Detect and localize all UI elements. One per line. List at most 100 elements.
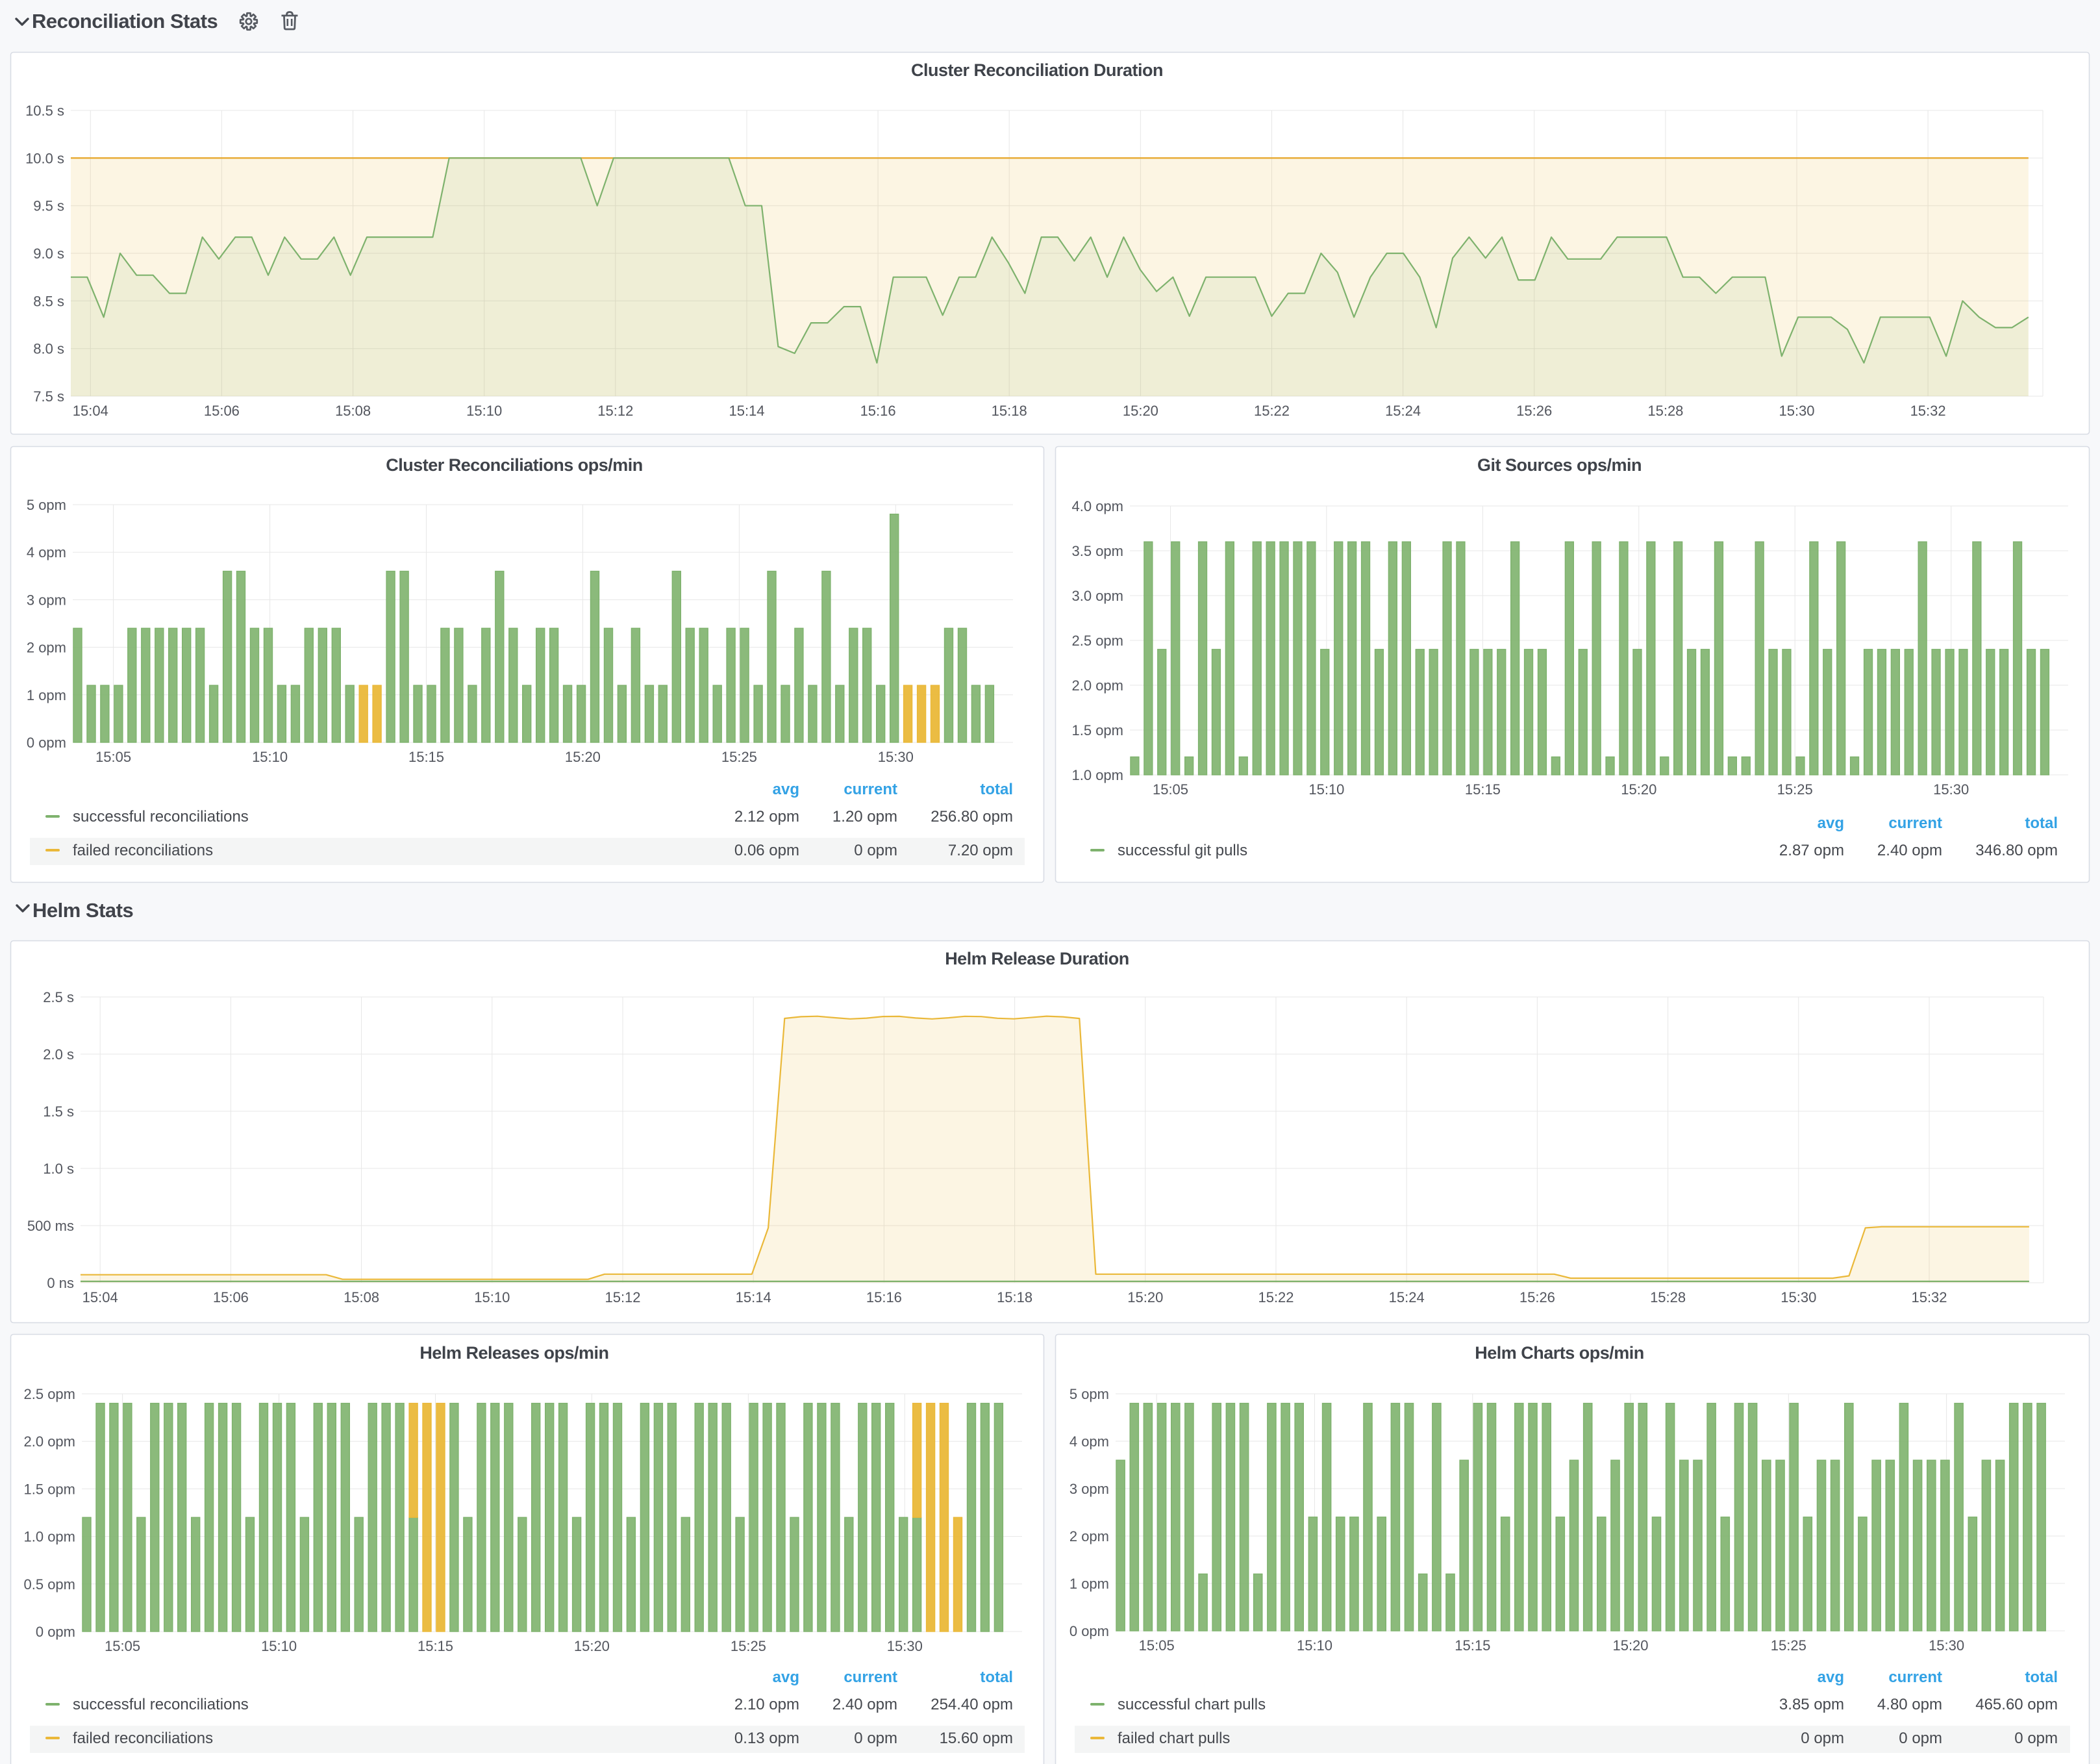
svg-text:5 opm: 5 opm: [1069, 1386, 1109, 1402]
svg-text:2.40 opm: 2.40 opm: [1877, 842, 1942, 859]
svg-text:10.5 s: 10.5 s: [25, 103, 64, 119]
svg-text:15:04: 15:04: [82, 1289, 118, 1305]
svg-text:15:20: 15:20: [1612, 1637, 1648, 1654]
svg-text:15:12: 15:12: [605, 1289, 640, 1305]
svg-text:4.80 opm: 4.80 opm: [1877, 1696, 1942, 1713]
svg-text:15:10: 15:10: [474, 1289, 510, 1305]
svg-text:15:04: 15:04: [73, 403, 108, 419]
svg-text:2.40 opm: 2.40 opm: [832, 1696, 897, 1713]
svg-text:Helm Stats: Helm Stats: [32, 899, 133, 922]
svg-text:15:12: 15:12: [597, 403, 633, 419]
svg-text:2.5 s: 2.5 s: [43, 989, 74, 1005]
svg-text:15:10: 15:10: [466, 403, 502, 419]
svg-text:0.5 opm: 0.5 opm: [24, 1576, 76, 1593]
svg-text:1.0 opm: 1.0 opm: [1072, 767, 1124, 783]
svg-text:1 opm: 1 opm: [27, 687, 66, 703]
svg-text:avg: avg: [773, 781, 799, 798]
svg-text:15:14: 15:14: [729, 403, 764, 419]
svg-text:15:08: 15:08: [335, 403, 371, 419]
svg-text:15:32: 15:32: [1911, 1289, 1947, 1305]
svg-text:0 opm: 0 opm: [2014, 1730, 2058, 1747]
svg-text:avg: avg: [1818, 814, 1844, 832]
svg-text:Git Sources ops/min: Git Sources ops/min: [1477, 455, 1642, 475]
svg-text:3 opm: 3 opm: [27, 592, 66, 608]
svg-text:15:16: 15:16: [860, 403, 896, 419]
svg-text:10.0 s: 10.0 s: [25, 150, 64, 166]
svg-text:5 opm: 5 opm: [27, 497, 66, 513]
svg-text:total: total: [980, 1669, 1013, 1686]
svg-text:0 opm: 0 opm: [1801, 1730, 1844, 1747]
svg-text:total: total: [980, 781, 1013, 798]
svg-text:0 opm: 0 opm: [1899, 1730, 1942, 1747]
svg-text:500 ms: 500 ms: [27, 1218, 74, 1234]
svg-text:avg: avg: [773, 1669, 799, 1686]
svg-text:15:25: 15:25: [721, 749, 757, 765]
svg-text:15:26: 15:26: [1516, 403, 1552, 419]
svg-text:2 opm: 2 opm: [27, 640, 66, 656]
svg-text:15:15: 15:15: [418, 1638, 453, 1654]
svg-text:failed reconciliations: failed reconciliations: [73, 1730, 213, 1747]
svg-text:465.60 opm: 465.60 opm: [1975, 1696, 2058, 1713]
svg-text:15:20: 15:20: [1123, 403, 1158, 419]
svg-text:7.20 opm: 7.20 opm: [948, 842, 1013, 859]
svg-text:2.10 opm: 2.10 opm: [734, 1696, 799, 1713]
svg-text:15:05: 15:05: [95, 749, 131, 765]
svg-text:total: total: [2025, 1669, 2058, 1686]
svg-text:15:10: 15:10: [261, 1638, 297, 1654]
svg-text:0 opm: 0 opm: [27, 735, 66, 751]
svg-text:Helm Release Duration: Helm Release Duration: [945, 949, 1129, 968]
svg-text:0 opm: 0 opm: [36, 1624, 75, 1640]
svg-text:current: current: [844, 1669, 897, 1686]
svg-text:15:10: 15:10: [1297, 1637, 1332, 1654]
svg-text:0 opm: 0 opm: [1069, 1623, 1109, 1639]
svg-text:2.12 opm: 2.12 opm: [734, 808, 799, 825]
svg-text:15:05: 15:05: [105, 1638, 140, 1654]
svg-text:Helm Releases ops/min: Helm Releases ops/min: [419, 1343, 608, 1363]
svg-text:15:16: 15:16: [866, 1289, 902, 1305]
svg-text:0 ns: 0 ns: [47, 1275, 74, 1291]
svg-text:254.40 opm: 254.40 opm: [931, 1696, 1013, 1713]
svg-text:avg: avg: [1818, 1669, 1844, 1686]
svg-text:1 opm: 1 opm: [1069, 1576, 1109, 1592]
svg-text:15:22: 15:22: [1254, 403, 1290, 419]
svg-text:Helm Charts ops/min: Helm Charts ops/min: [1475, 1343, 1644, 1363]
svg-text:15:32: 15:32: [1910, 403, 1946, 419]
svg-text:successful reconciliations: successful reconciliations: [73, 1696, 249, 1713]
svg-text:15:30: 15:30: [1933, 781, 1969, 798]
svg-text:8.5 s: 8.5 s: [33, 293, 64, 309]
svg-text:15:24: 15:24: [1385, 403, 1421, 419]
svg-text:2.0 s: 2.0 s: [43, 1046, 74, 1063]
svg-text:15:30: 15:30: [887, 1638, 923, 1654]
svg-text:current: current: [1888, 814, 1942, 832]
svg-text:0 opm: 0 opm: [854, 842, 897, 859]
svg-text:2 opm: 2 opm: [1069, 1528, 1109, 1544]
svg-text:2.5 opm: 2.5 opm: [1072, 633, 1124, 649]
svg-text:15:20: 15:20: [1621, 781, 1656, 798]
svg-text:failed chart pulls: failed chart pulls: [1118, 1730, 1230, 1747]
svg-text:0.13 opm: 0.13 opm: [734, 1730, 799, 1747]
svg-text:15:06: 15:06: [213, 1289, 249, 1305]
svg-text:successful reconciliations: successful reconciliations: [73, 808, 249, 825]
svg-text:15:22: 15:22: [1258, 1289, 1294, 1305]
svg-text:3.0 opm: 3.0 opm: [1072, 588, 1124, 604]
svg-text:1.5 opm: 1.5 opm: [1072, 722, 1124, 738]
svg-text:4 opm: 4 opm: [27, 544, 66, 561]
svg-text:Cluster Reconciliations ops/mi: Cluster Reconciliations ops/min: [386, 455, 643, 475]
svg-text:1.20 opm: 1.20 opm: [832, 808, 897, 825]
svg-text:15:30: 15:30: [878, 749, 914, 765]
svg-text:15:15: 15:15: [1455, 1637, 1490, 1654]
svg-text:Reconciliation Stats: Reconciliation Stats: [32, 10, 218, 32]
svg-text:0 opm: 0 opm: [854, 1730, 897, 1747]
svg-text:4 opm: 4 opm: [1069, 1433, 1109, 1450]
svg-text:8.0 s: 8.0 s: [33, 341, 64, 357]
svg-text:15:10: 15:10: [252, 749, 288, 765]
svg-text:9.0 s: 9.0 s: [33, 246, 64, 262]
svg-text:failed reconciliations: failed reconciliations: [73, 842, 213, 859]
svg-text:1.0 opm: 1.0 opm: [24, 1529, 76, 1545]
svg-text:15:18: 15:18: [992, 403, 1027, 419]
svg-text:346.80 opm: 346.80 opm: [1975, 842, 2058, 859]
svg-text:1.5 opm: 1.5 opm: [24, 1481, 76, 1497]
svg-text:1.5 s: 1.5 s: [43, 1103, 74, 1120]
svg-text:successful chart pulls: successful chart pulls: [1118, 1696, 1266, 1713]
svg-text:2.5 opm: 2.5 opm: [24, 1386, 76, 1402]
